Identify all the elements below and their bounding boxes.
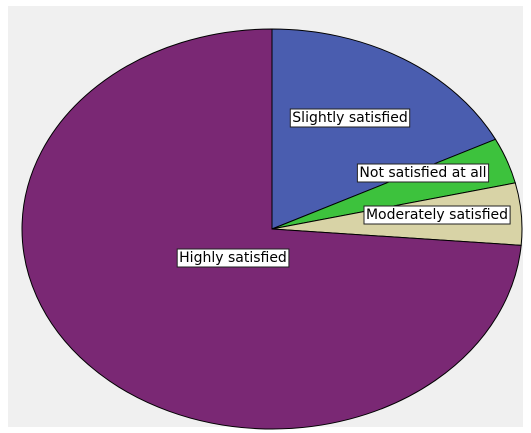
slice-label-box: [289, 108, 411, 128]
slice-label-text: Not satisfied at all: [359, 165, 486, 181]
slice-label-text: Highly satisfied: [179, 250, 287, 266]
pie-labels: Slightly satisfied Not satisfied at all Mo…: [176, 108, 511, 268]
slice-label-text: Moderately satisfied: [366, 207, 508, 223]
pie-slice-highly-satisfied: [21, 28, 522, 430]
pie-slices: [21, 28, 523, 430]
slice-label-moderately-satisfied: Moderately satisfied: [363, 205, 511, 225]
slice-label-slightly-satisfied: Slightly satisfied: [289, 108, 411, 128]
slice-label-box: [356, 163, 490, 183]
pie-slice-slightly-satisfied: [271, 28, 497, 230]
slice-label-text: Slightly satisfied: [292, 110, 407, 126]
slice-label-box: [363, 205, 511, 225]
slice-label-box: [176, 248, 290, 268]
slice-label-not-satisfied-at-all: Not satisfied at all: [356, 163, 490, 183]
slice-label-highly-satisfied: Highly satisfied: [176, 248, 290, 268]
